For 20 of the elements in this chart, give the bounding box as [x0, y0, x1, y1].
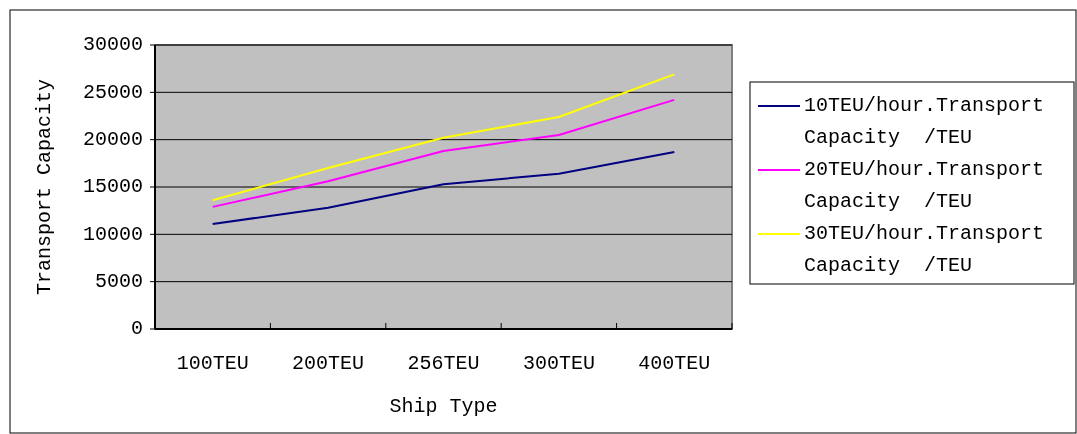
x-tick-label: 400TEU: [638, 352, 711, 375]
x-tick-label: 256TEU: [407, 352, 480, 375]
line-series: [211, 150, 676, 225]
y-tick-label: 15000: [82, 175, 143, 199]
x-axis-title: Ship Type: [389, 395, 498, 418]
y-axis-title: Transport Capacity: [33, 78, 56, 296]
y-tick-label: 10000: [82, 222, 143, 246]
legend-label: 30TEU/hour.Transport Capacity /TEU: [804, 222, 1045, 278]
y-tick-label: 20000: [82, 127, 143, 151]
line-series: [211, 73, 676, 202]
x-tick-label: 300TEU: [522, 352, 595, 375]
legend-label: 20TEU/hour.Transport Capacity /TEU: [804, 158, 1045, 214]
y-tick-label: 25000: [82, 80, 143, 104]
x-tick-label: 200TEU: [292, 352, 365, 375]
legend-label: 10TEU/hour.Transport Capacity /TEU: [804, 94, 1045, 150]
x-tick-label: 100TEU: [176, 352, 249, 375]
line-series: [211, 98, 676, 208]
y-tick-label: 30000: [82, 33, 143, 57]
y-tick-label: 0: [130, 317, 143, 341]
y-tick-label: 5000: [94, 269, 143, 293]
